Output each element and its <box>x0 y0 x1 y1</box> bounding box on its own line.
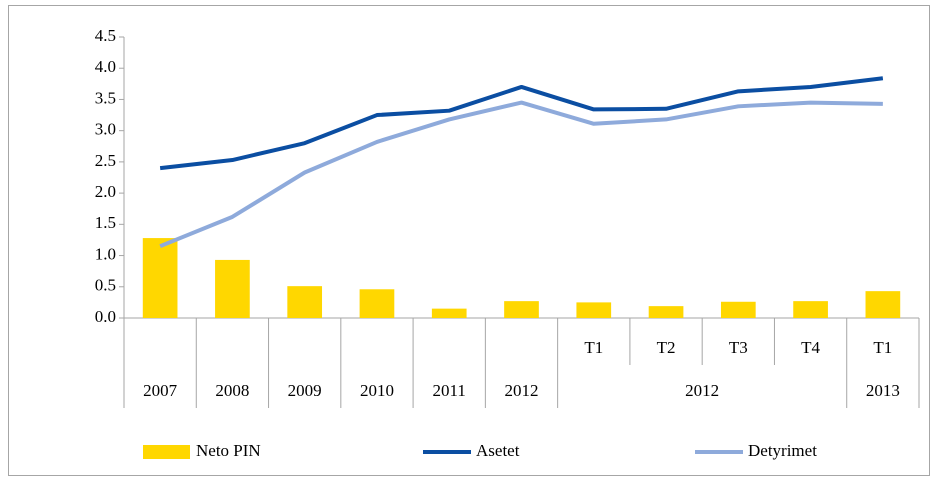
y-tick-label: 3.0 <box>95 120 116 139</box>
x-tick-label: T2 <box>657 338 676 357</box>
x-group-label: 2012 <box>505 381 539 400</box>
bar <box>287 286 323 318</box>
x-tick-label: T3 <box>729 338 748 357</box>
y-tick-label: 0.0 <box>95 307 116 326</box>
y-tick-label: 4.0 <box>95 57 116 76</box>
bar <box>720 301 756 318</box>
x-group-label: 2007 <box>143 381 178 400</box>
line <box>159 100 883 249</box>
y-tick-label: 1.5 <box>95 213 116 232</box>
legend-swatch <box>143 445 190 459</box>
bar <box>576 302 612 318</box>
x-group-label: 2010 <box>360 381 394 400</box>
y-tick-label: 0.5 <box>95 276 116 295</box>
y-tick-label: 1.0 <box>95 244 116 263</box>
line <box>159 76 884 171</box>
bar <box>142 238 178 318</box>
bar <box>504 301 539 318</box>
x-group-label: 2011 <box>433 381 466 400</box>
y-tick-label: 4.5 <box>95 26 116 45</box>
x-group-label: 2013 <box>866 381 900 400</box>
x-tick-label: T4 <box>801 338 820 357</box>
legend-label: Asetet <box>476 441 520 460</box>
x-tick-label: T1 <box>873 338 892 357</box>
legend-label: Neto PIN <box>196 441 261 460</box>
bar <box>431 308 467 318</box>
y-tick-label: 2.5 <box>95 151 116 170</box>
x-group-label: 2008 <box>215 381 249 400</box>
bar <box>648 306 684 318</box>
x-group-label: 2012 <box>685 381 719 400</box>
y-tick-label: 2.0 <box>95 182 116 201</box>
bar <box>215 259 250 318</box>
chart-frame <box>8 5 930 476</box>
bar <box>865 291 901 318</box>
legend-label: Detyrimet <box>748 441 817 460</box>
y-tick-label: 3.5 <box>95 88 116 107</box>
bar <box>793 301 828 318</box>
bar <box>359 289 395 318</box>
x-group-label: 2009 <box>288 381 322 400</box>
x-tick-label: T1 <box>584 338 603 357</box>
